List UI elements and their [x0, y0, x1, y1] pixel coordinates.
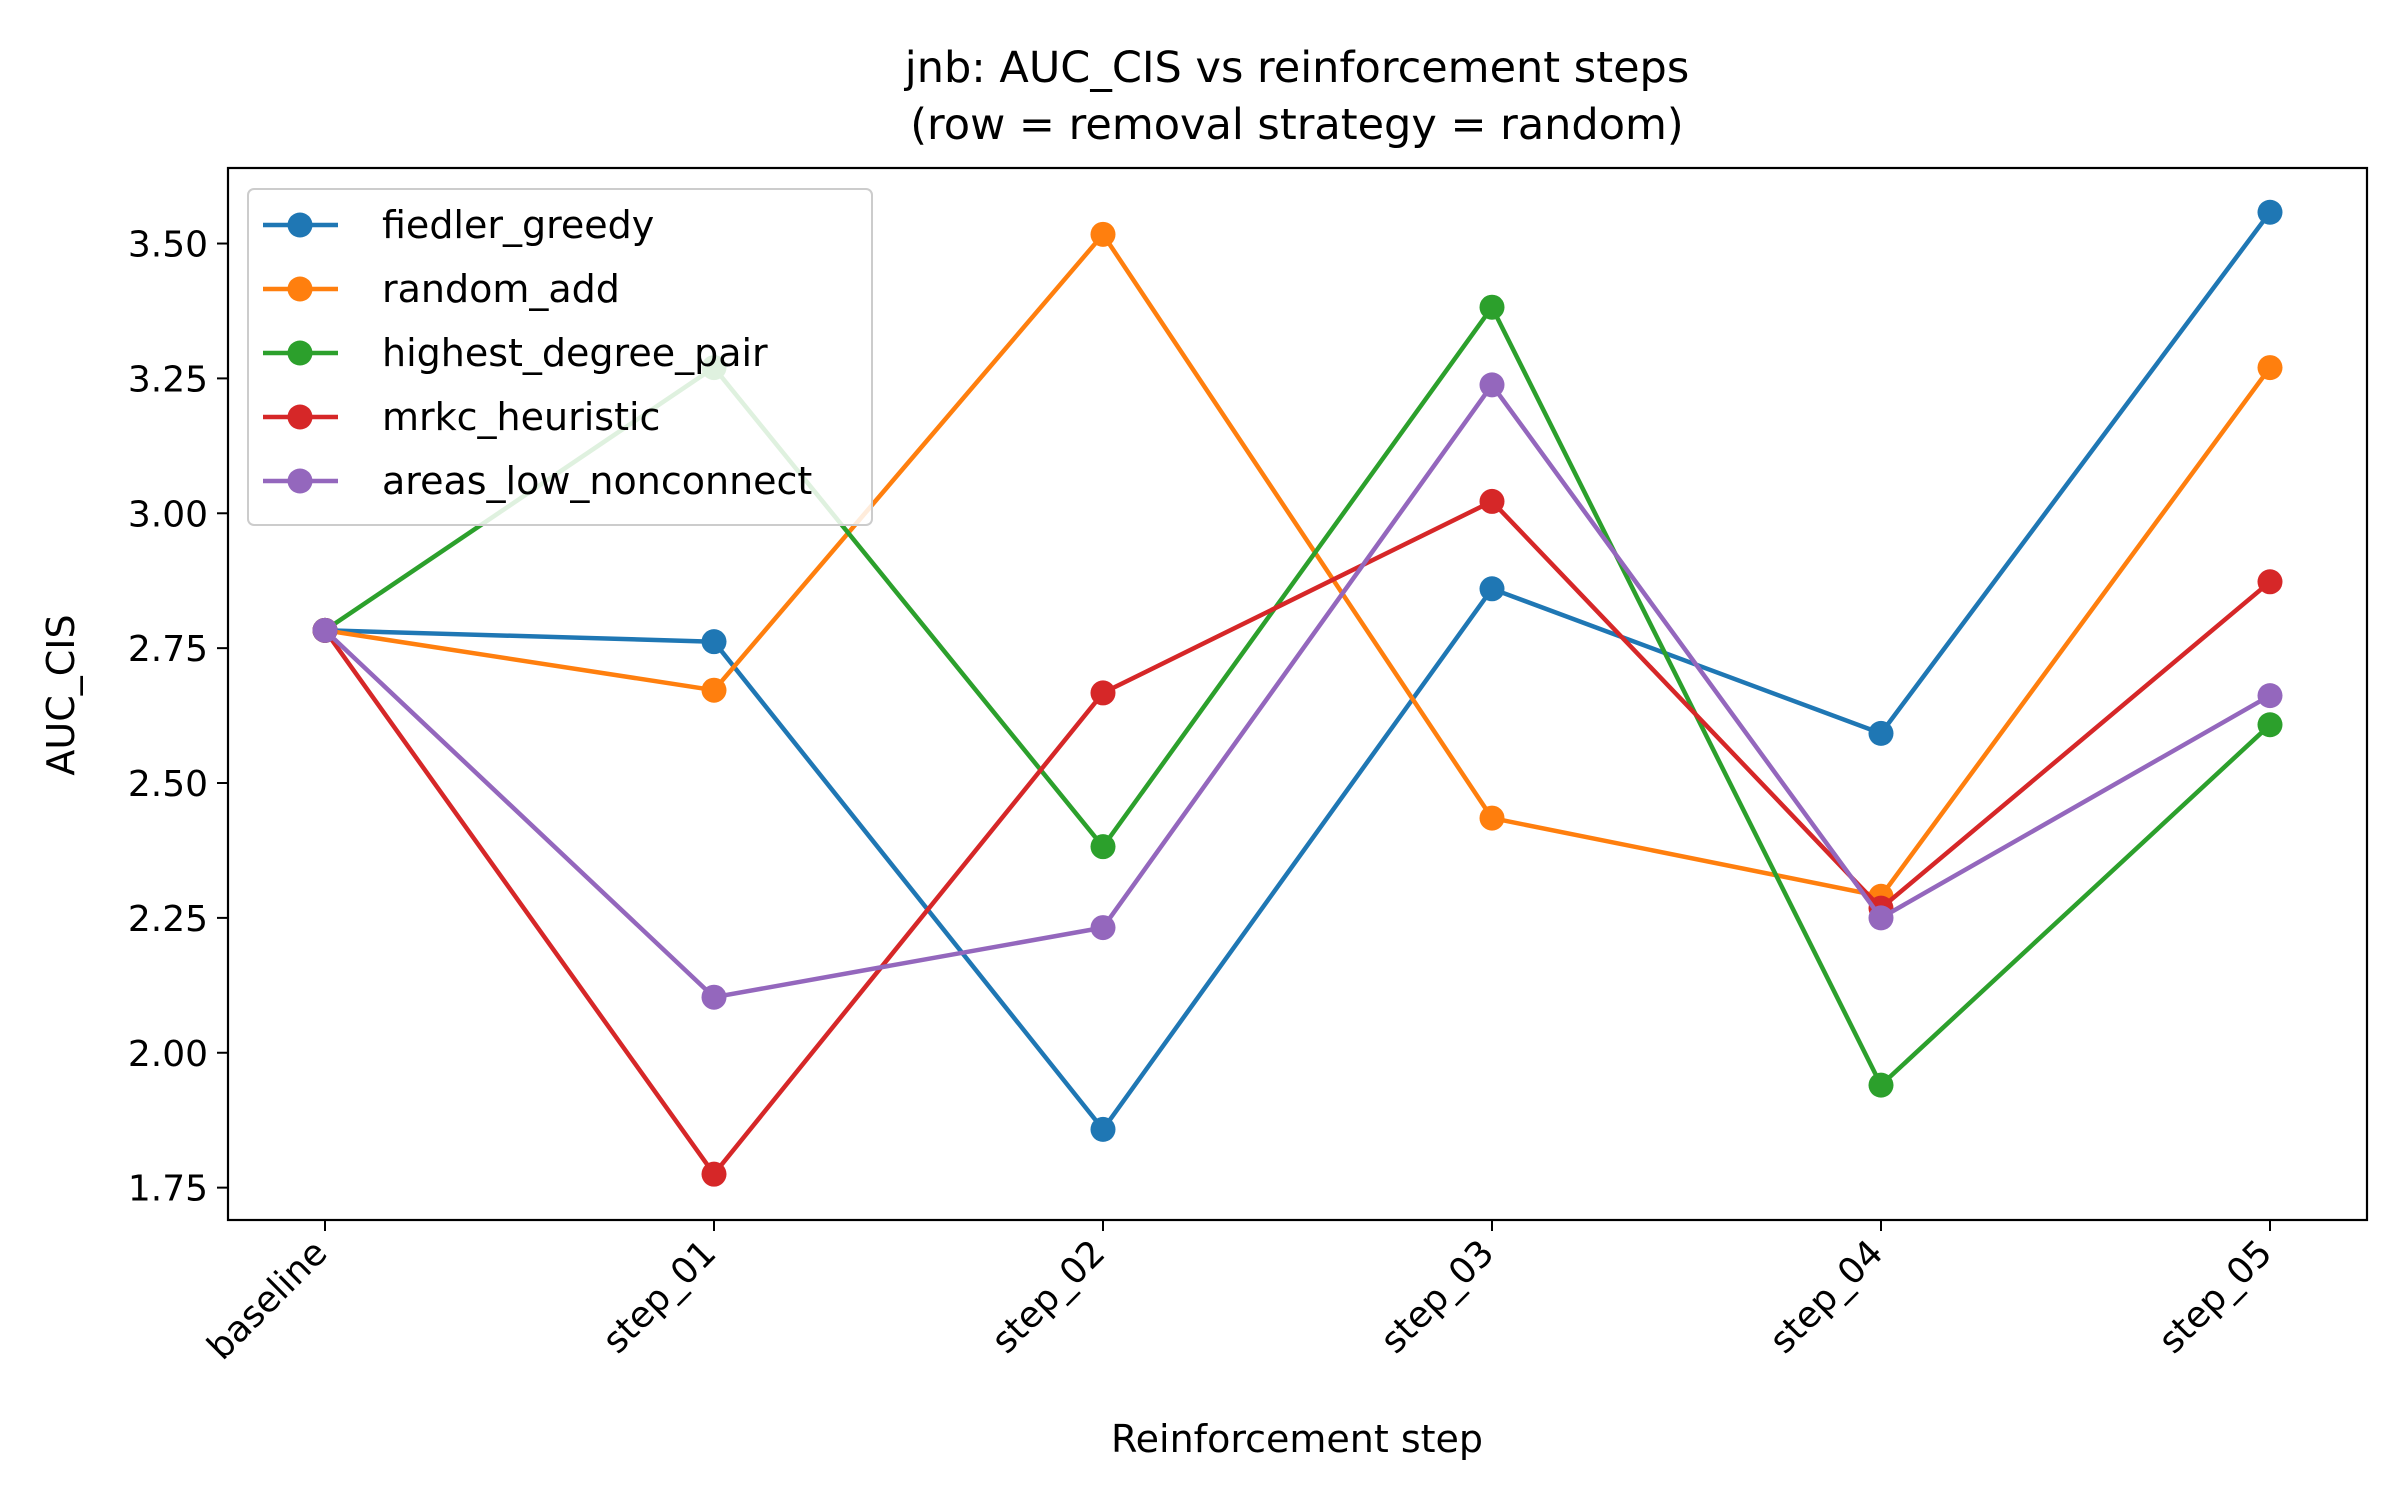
legend-marker-areas_low_nonconnect	[287, 468, 313, 494]
plot-frame	[226, 166, 2369, 1222]
chart-title-line1: jnb: AUC_CIS vs reinforcement steps	[904, 43, 1689, 93]
data-point-fiedler_greedy-step_05	[2257, 199, 2283, 225]
y-axis-label: AUC_CIS	[39, 614, 83, 775]
legend-marker-mrkc_heuristic	[287, 404, 313, 430]
legend-label-highest_degree_pair: highest_degree_pair	[382, 331, 768, 375]
legend-marker-random_add	[287, 276, 313, 302]
y-tick-label: 2.25	[128, 899, 208, 940]
data-point-mrkc_heuristic-step_03	[1479, 488, 1505, 514]
data-point-fiedler_greedy-step_01	[701, 629, 727, 655]
x-tick-label: step_05	[2151, 1232, 2280, 1361]
legend-label-mrkc_heuristic: mrkc_heuristic	[382, 395, 660, 439]
legend-marker-highest_degree_pair	[287, 340, 313, 366]
x-tick-label: step_01	[595, 1232, 724, 1361]
legend-label-fiedler_greedy: fiedler_greedy	[382, 203, 654, 247]
series-line-mrkc_heuristic	[323, 499, 2272, 1177]
x-tick-label: baseline	[200, 1232, 336, 1368]
data-point-areas_low_nonconnect-step_05	[2257, 683, 2283, 709]
data-point-mrkc_heuristic-step_05	[2257, 569, 2283, 595]
data-point-fiedler_greedy-step_04	[1868, 720, 1894, 746]
data-point-areas_low_nonconnect-baseline	[312, 617, 338, 643]
data-point-areas_low_nonconnect-step_04	[1868, 905, 1894, 931]
series-line-random_add	[324, 232, 2272, 899]
data-point-areas_low_nonconnect-step_01	[701, 984, 727, 1010]
legend-label-random_add: random_add	[382, 267, 620, 311]
series-line-fiedler_greedy	[324, 210, 2272, 1132]
x-tick-label: step_04	[1762, 1232, 1891, 1361]
data-point-highest_degree_pair-step_03	[1479, 294, 1505, 320]
data-point-random_add-step_02	[1090, 221, 1116, 247]
y-tick-label: 3.00	[128, 494, 208, 535]
x-tick-label: step_03	[1373, 1232, 1502, 1361]
legend-marker-fiedler_greedy	[287, 212, 313, 238]
data-point-highest_degree_pair-step_04	[1868, 1072, 1894, 1098]
data-point-fiedler_greedy-step_02	[1090, 1116, 1116, 1142]
data-point-random_add-step_03	[1479, 805, 1505, 831]
chart-title-line2: (row = removal strategy = random)	[910, 100, 1683, 150]
data-point-mrkc_heuristic-step_01	[701, 1161, 727, 1187]
series-line-areas_low_nonconnect	[323, 382, 2272, 1000]
y-tick-label: 3.50	[128, 225, 208, 266]
x-tick-label: step_02	[984, 1232, 1113, 1361]
y-tick-label: 2.50	[128, 764, 208, 805]
data-point-fiedler_greedy-step_03	[1479, 576, 1505, 602]
legend-box	[247, 188, 873, 526]
data-point-highest_degree_pair-step_05	[2257, 712, 2283, 738]
data-point-highest_degree_pair-step_02	[1090, 834, 1116, 860]
legend-label-areas_low_nonconnect: areas_low_nonconnect	[382, 459, 812, 503]
data-point-areas_low_nonconnect-step_03	[1479, 372, 1505, 398]
x-axis-label: Reinforcement step	[1111, 1417, 1483, 1461]
data-point-areas_low_nonconnect-step_02	[1090, 915, 1116, 941]
y-tick-label: 2.00	[128, 1034, 208, 1075]
y-tick-label: 1.75	[128, 1169, 208, 1210]
y-tick-label: 2.75	[128, 629, 208, 670]
y-tick-label: 3.25	[128, 359, 208, 400]
data-point-random_add-step_01	[701, 677, 727, 703]
data-point-mrkc_heuristic-step_02	[1090, 680, 1116, 706]
data-point-random_add-step_05	[2257, 355, 2283, 381]
